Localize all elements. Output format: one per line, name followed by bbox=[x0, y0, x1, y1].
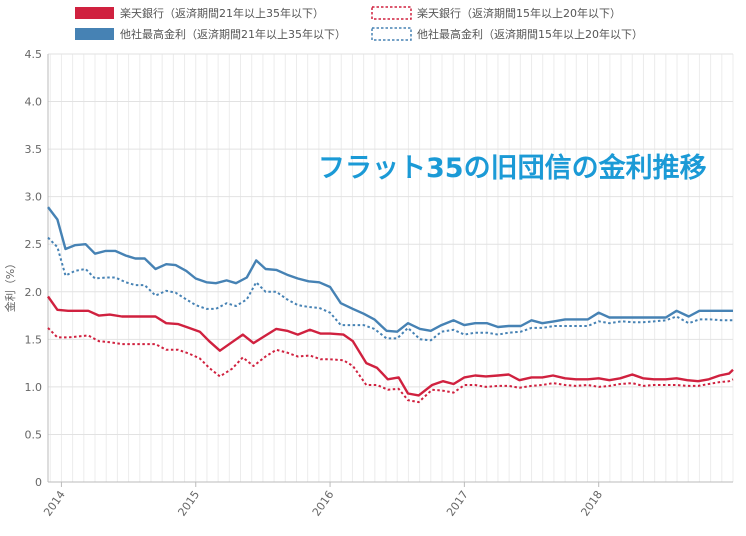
legend-item[interactable]: 楽天銀行（返済期間15年以上20年以下） bbox=[371, 6, 621, 20]
x-tick-label: 2014 bbox=[41, 488, 68, 518]
legend-swatch bbox=[75, 28, 114, 40]
y-tick-label: 1.5 bbox=[25, 333, 43, 346]
legend-item[interactable]: 他社最高金利（返済期間15年以上20年以下） bbox=[371, 27, 643, 41]
series-line bbox=[47, 206, 733, 333]
series-layer bbox=[47, 206, 734, 404]
legend-item[interactable]: 他社最高金利（返済期間21年以上35年以下） bbox=[75, 27, 346, 41]
legend-label: 他社最高金利（返済期間21年以上35年以下） bbox=[120, 27, 346, 41]
y-tick-label: 2.0 bbox=[25, 286, 43, 299]
legend-swatch bbox=[371, 6, 412, 20]
y-tick-label: 0.5 bbox=[25, 428, 43, 441]
grid bbox=[48, 53, 734, 483]
x-tick-label: 2015 bbox=[175, 488, 202, 518]
y-tick-label: 1.0 bbox=[25, 381, 43, 394]
legend-label: 楽天銀行（返済期間21年以上35年以下） bbox=[120, 6, 324, 20]
series-line bbox=[47, 327, 734, 404]
chart-overlay-title: フラット35の旧団信の金利推移 bbox=[318, 152, 707, 184]
y-tick-label: 2.5 bbox=[25, 238, 43, 251]
y-tick-label: 3.5 bbox=[25, 143, 43, 156]
y-axis-label: 金利（%） bbox=[3, 258, 17, 312]
y-tick-label: 4.5 bbox=[25, 48, 43, 61]
legend-swatch bbox=[75, 7, 114, 19]
x-tick-label: 2016 bbox=[310, 488, 337, 518]
y-tick-label: 3.0 bbox=[25, 191, 43, 204]
y-tick-label: 4.0 bbox=[25, 96, 43, 109]
legend-item[interactable]: 楽天銀行（返済期間21年以上35年以下） bbox=[75, 6, 324, 20]
legend-label: 他社最高金利（返済期間15年以上20年以下） bbox=[417, 27, 643, 41]
legend-swatch bbox=[371, 27, 412, 41]
series-line bbox=[47, 236, 733, 342]
series-line bbox=[47, 295, 734, 397]
legend: 楽天銀行（返済期間21年以上35年以下） 楽天銀行（返済期間15年以上20年以下… bbox=[75, 6, 643, 41]
y-tick-label: 0 bbox=[35, 476, 42, 489]
x-tick-label: 2018 bbox=[578, 488, 605, 518]
x-tick-label: 2017 bbox=[444, 488, 471, 518]
axes: 0 0.5 1.0 1.5 2.0 2.5 3.0 3.5 4.0 4.5 2014 2015 2016… bbox=[25, 48, 733, 519]
legend-label: 楽天銀行（返済期間15年以上20年以下） bbox=[417, 6, 621, 20]
